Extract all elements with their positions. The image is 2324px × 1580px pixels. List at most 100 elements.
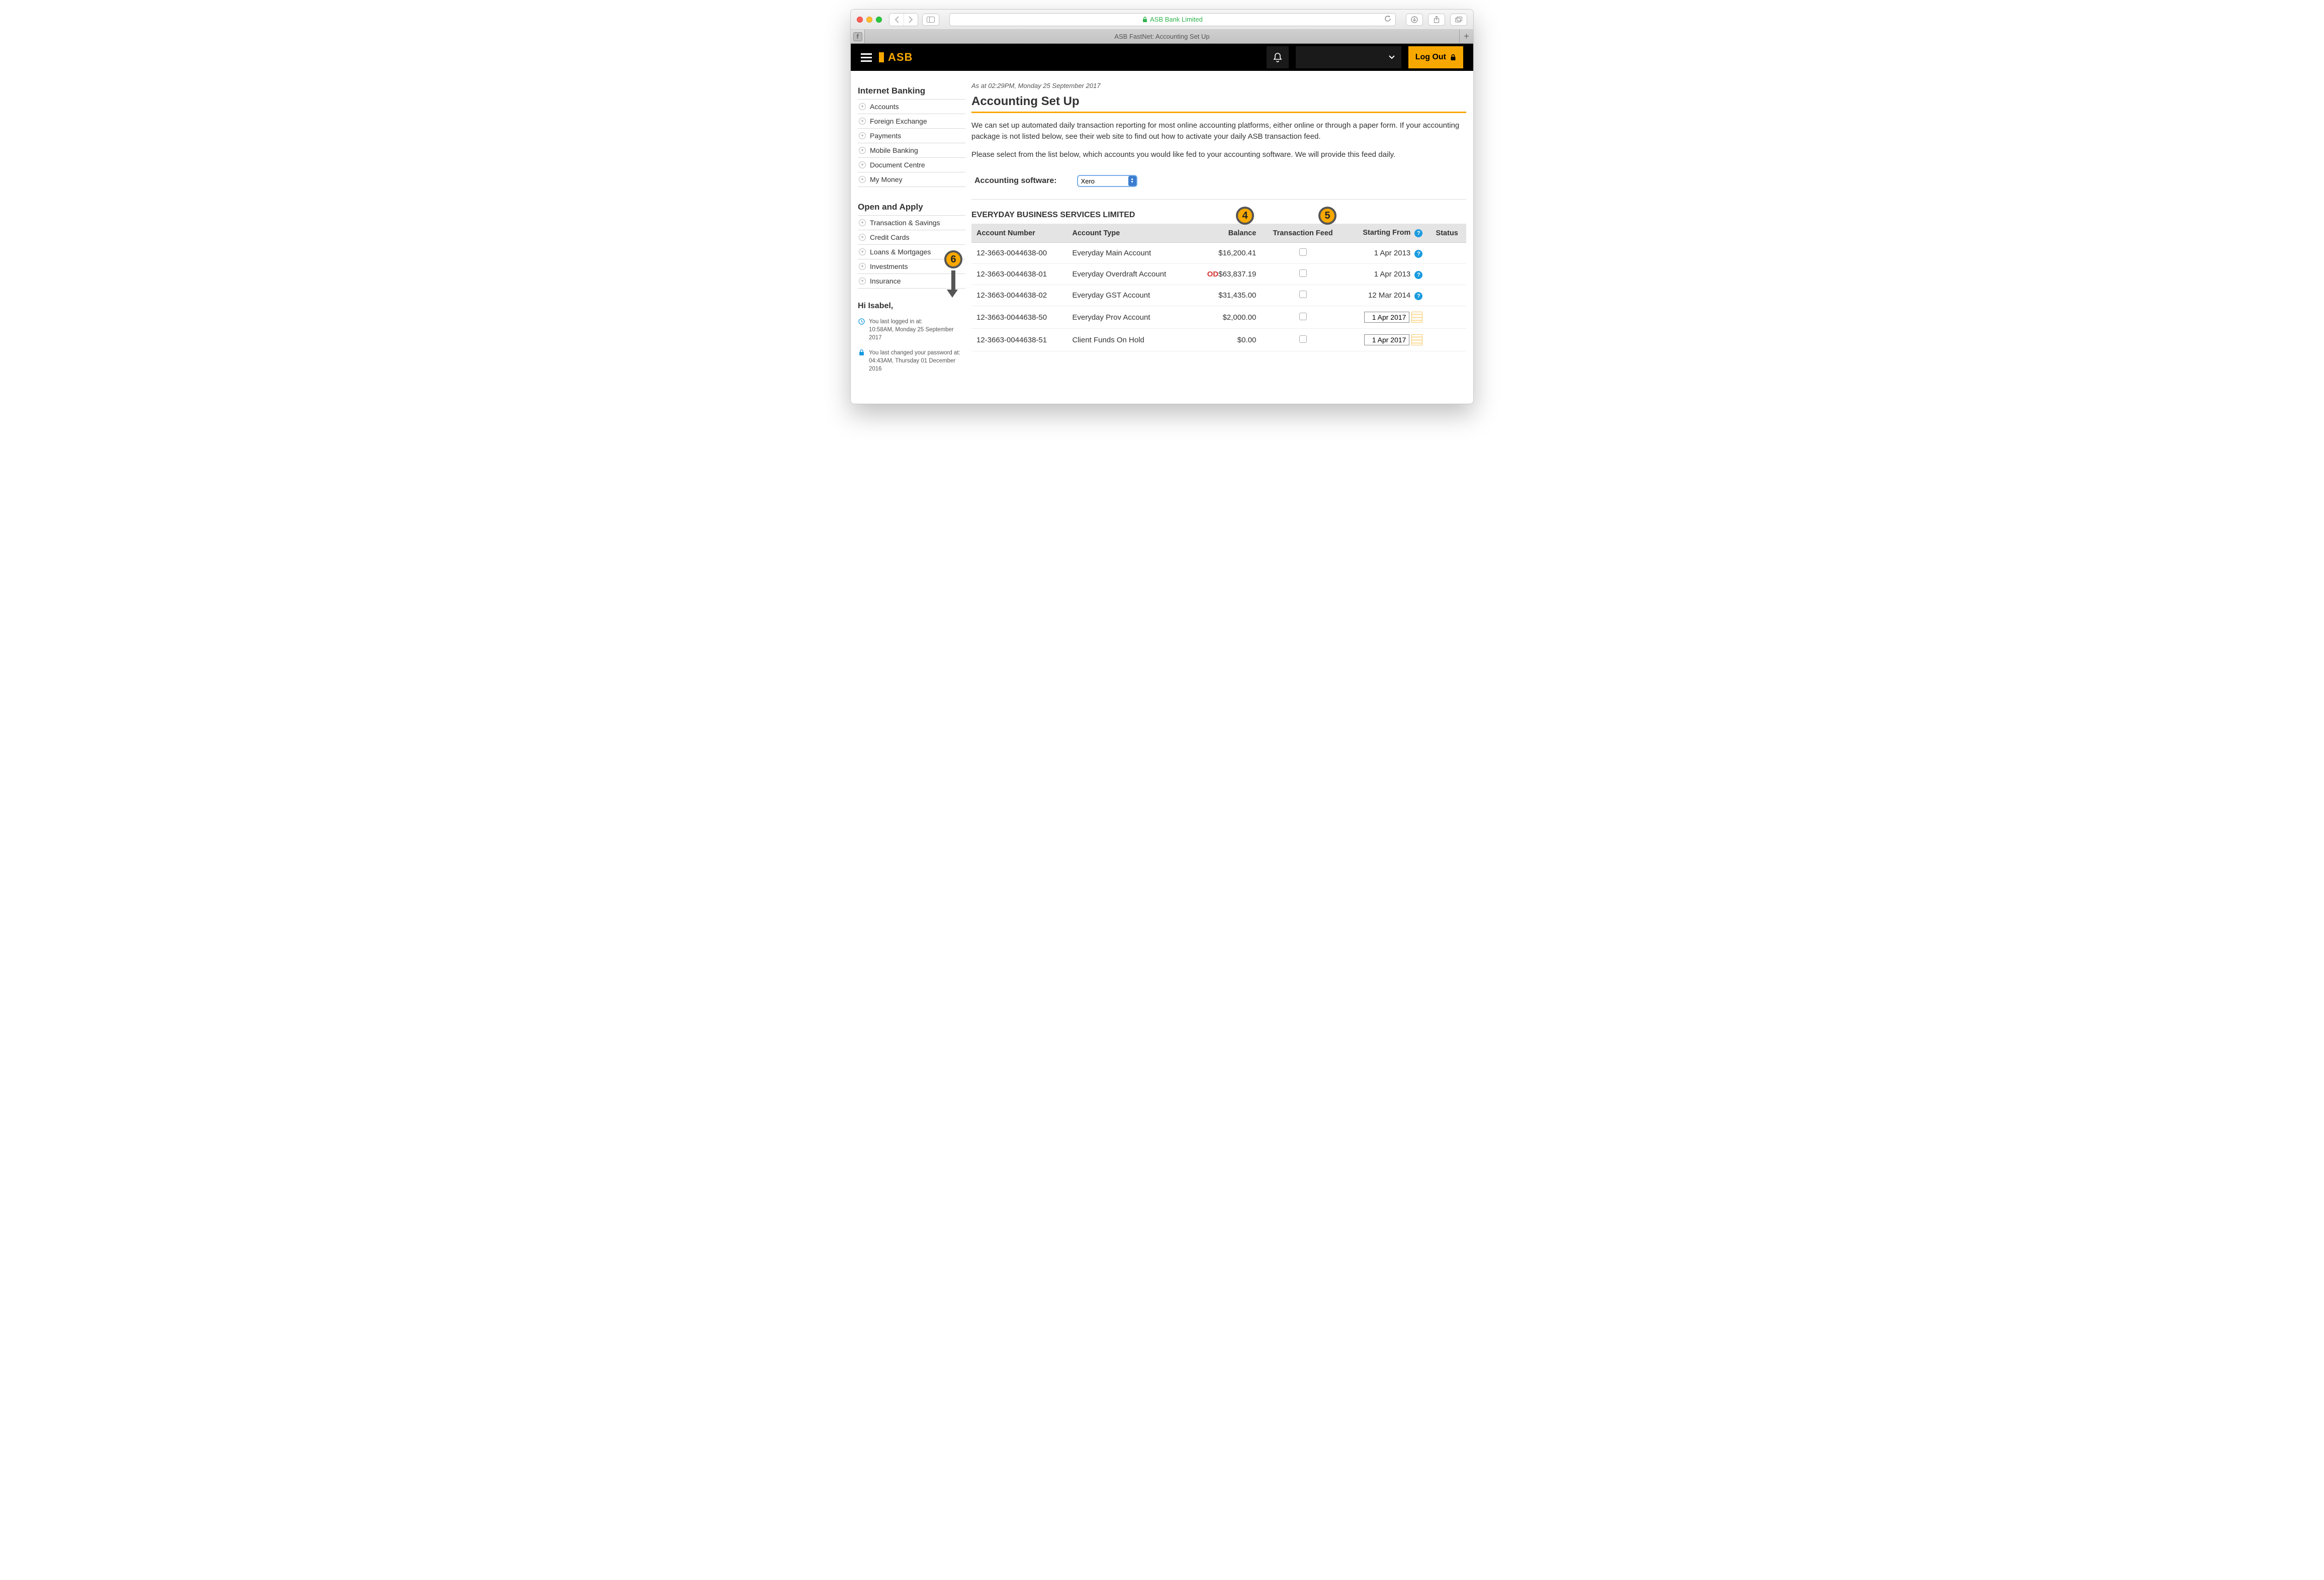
sidebar-item[interactable]: +Foreign Exchange	[858, 114, 965, 129]
forward-button[interactable]	[904, 14, 918, 26]
tab-bar: f ASB FastNet: Accounting Set Up +	[851, 30, 1473, 44]
sidebar-section-internet-banking: Internet Banking	[858, 86, 965, 96]
nav-back-forward	[889, 13, 918, 26]
user-dropdown[interactable]	[1296, 46, 1401, 68]
sidebar-item-label: Credit Cards	[870, 233, 910, 241]
notifications-button[interactable]	[1267, 46, 1289, 68]
minimize-window-button[interactable]	[866, 17, 872, 23]
sidebar-item-label: My Money	[870, 175, 903, 183]
logout-label: Log Out	[1415, 53, 1446, 62]
cell-starting-from	[1345, 306, 1427, 329]
expand-icon: +	[859, 234, 866, 241]
sidebar-item[interactable]: + Credit Cards	[858, 230, 965, 245]
table-row: 12-3663-0044638-00Everyday Main Account$…	[971, 243, 1466, 264]
zoom-window-button[interactable]	[876, 17, 882, 23]
new-tab-button[interactable]: +	[1459, 30, 1473, 43]
reload-button[interactable]	[1384, 15, 1391, 24]
sidebar-item-label: Transaction & Savings	[870, 219, 940, 227]
bell-icon	[1272, 52, 1283, 63]
sidebar-item[interactable]: +Payments	[858, 129, 965, 143]
cell-account-number: 12-3663-0044638-51	[971, 329, 1067, 351]
expand-icon: +	[859, 248, 866, 255]
expand-icon: +	[859, 147, 866, 154]
facebook-icon: f	[853, 32, 862, 41]
calendar-icon[interactable]	[1411, 312, 1422, 323]
cell-transaction-feed	[1261, 306, 1345, 329]
site-identity: ASB Bank Limited	[1142, 16, 1203, 23]
sidebar-item-label: Insurance	[870, 277, 901, 285]
help-icon[interactable]: ?	[1414, 229, 1422, 237]
cell-status	[1427, 329, 1466, 351]
downloads-button[interactable]	[1406, 14, 1423, 26]
table-row: 12-3663-0044638-51Client Funds On Hold$0…	[971, 329, 1466, 351]
cell-status	[1427, 264, 1466, 285]
cell-starting-from	[1345, 329, 1427, 351]
logo-bar-icon	[879, 52, 884, 62]
cell-status	[1427, 243, 1466, 264]
feed-checkbox[interactable]	[1299, 335, 1307, 343]
feed-checkbox[interactable]	[1299, 248, 1307, 256]
cell-balance: $16,200.41	[1191, 243, 1261, 264]
browser-window: ASB Bank Limited f ASB FastNet: Accounti…	[850, 9, 1474, 404]
software-label: Accounting software:	[974, 176, 1057, 185]
user-greeting: Hi Isabel,	[858, 302, 965, 311]
calendar-icon[interactable]	[1411, 334, 1422, 345]
cell-transaction-feed	[1261, 285, 1345, 306]
close-window-button[interactable]	[857, 17, 863, 23]
col-account-number: Account Number	[971, 224, 1067, 243]
last-login-info: You last logged in at: 10:58AM, Monday 2…	[858, 318, 965, 342]
cell-starting-from: 12 Mar 2014 ?	[1345, 285, 1427, 306]
cell-account-type: Everyday Prov Account	[1067, 306, 1191, 329]
sidebar-toggle-button[interactable]	[922, 14, 939, 26]
col-status: Status	[1427, 224, 1466, 243]
cell-account-type: Client Funds On Hold	[1067, 329, 1191, 351]
browser-toolbar: ASB Bank Limited	[851, 10, 1473, 30]
sidebar-section-open-apply: Open and Apply	[858, 202, 965, 212]
sidebar-item[interactable]: + Insurance	[858, 274, 965, 289]
annotation-4: 4	[1236, 207, 1254, 225]
feed-checkbox[interactable]	[1299, 291, 1307, 298]
tab-title[interactable]: ASB FastNet: Accounting Set Up	[865, 33, 1459, 40]
asb-logo[interactable]: ASB	[879, 51, 913, 64]
annotation-6-arrow	[950, 270, 956, 297]
page-title: Accounting Set Up	[971, 95, 1466, 109]
annotation-5: 5	[1318, 207, 1336, 225]
table-row: 12-3663-0044638-02Everyday GST Account$3…	[971, 285, 1466, 306]
table-row: 12-3663-0044638-50Everyday Prov Account$…	[971, 306, 1466, 329]
sidebar-item[interactable]: +Mobile Banking	[858, 143, 965, 158]
feed-checkbox[interactable]	[1299, 269, 1307, 277]
start-date-input[interactable]	[1364, 312, 1409, 323]
feed-checkbox[interactable]	[1299, 313, 1307, 320]
sidebar-item[interactable]: +My Money	[858, 172, 965, 187]
sidebar-item[interactable]: +Accounts	[858, 100, 965, 114]
logo-text: ASB	[888, 51, 913, 64]
pinned-tab[interactable]: f	[851, 30, 865, 43]
expand-icon: +	[859, 161, 866, 168]
help-icon[interactable]: ?	[1414, 292, 1422, 300]
help-icon[interactable]: ?	[1414, 250, 1422, 258]
cell-balance: OD$63,837.19	[1191, 264, 1261, 285]
cell-account-number: 12-3663-0044638-00	[971, 243, 1067, 264]
last-login-value: 10:58AM, Monday 25 September 2017	[869, 326, 965, 342]
share-button[interactable]	[1428, 14, 1445, 26]
expand-icon: +	[859, 277, 866, 285]
lock-icon	[858, 349, 865, 356]
back-button[interactable]	[889, 14, 904, 26]
help-icon[interactable]: ?	[1414, 271, 1422, 279]
last-login-label: You last logged in at:	[869, 318, 965, 326]
sidebar-list-internet-banking: +Accounts+Foreign Exchange+Payments+Mobi…	[858, 99, 965, 187]
clock-icon	[858, 318, 865, 325]
main-content: As at 02:29PM, Monday 25 September 2017 …	[971, 82, 1466, 374]
expand-icon: +	[859, 263, 866, 270]
site-name: ASB Bank Limited	[1150, 16, 1203, 23]
sidebar-item[interactable]: +Transaction & Savings	[858, 216, 965, 230]
start-date-input[interactable]	[1364, 334, 1409, 345]
col-transaction-feed: Transaction Feed	[1261, 224, 1345, 243]
logout-button[interactable]: Log Out	[1408, 46, 1463, 68]
accounting-software-select[interactable]: Xero	[1077, 175, 1137, 187]
sidebar-item-label: Investments	[870, 262, 908, 270]
address-bar[interactable]: ASB Bank Limited	[949, 13, 1396, 26]
menu-button[interactable]	[861, 53, 872, 62]
sidebar-item[interactable]: +Document Centre	[858, 158, 965, 172]
tabs-button[interactable]	[1450, 14, 1467, 26]
